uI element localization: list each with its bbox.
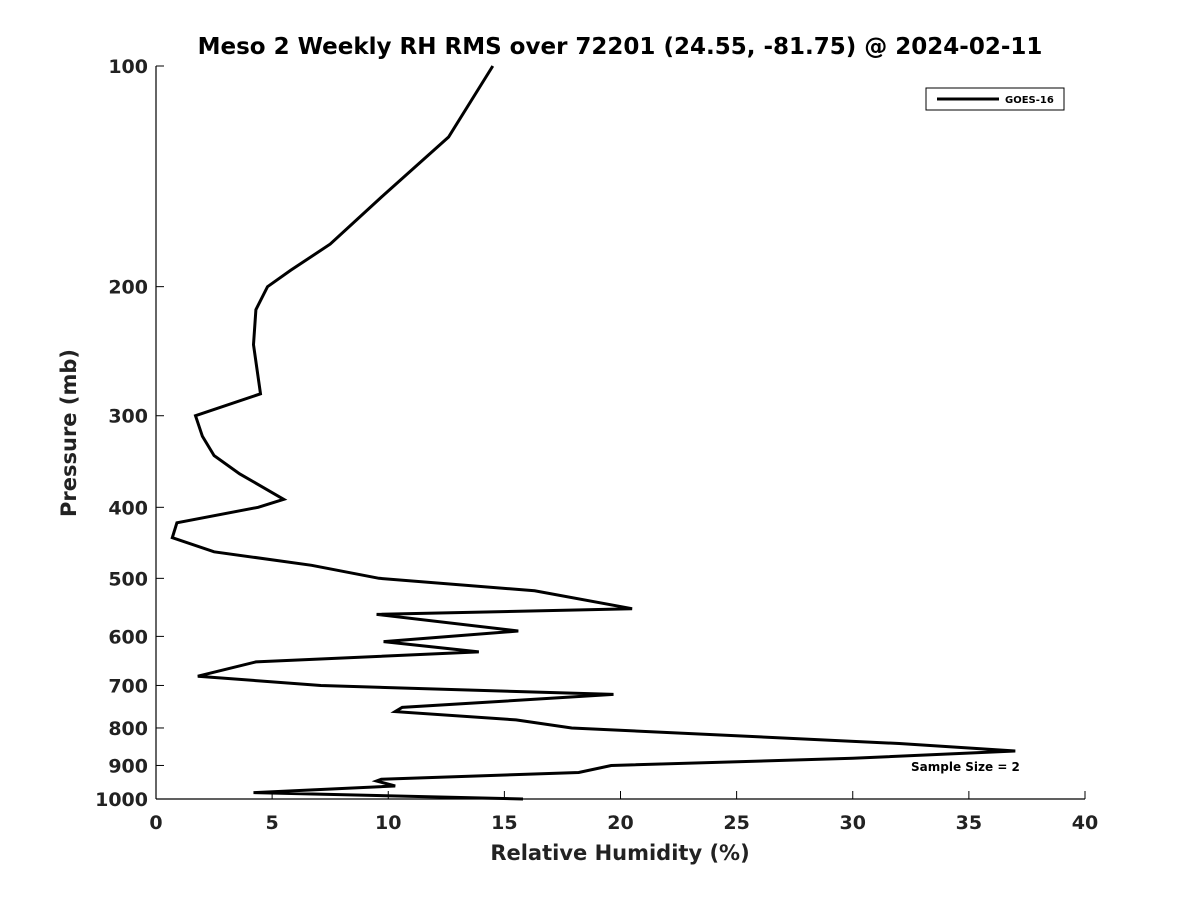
x-tick-label: 40 (1072, 812, 1098, 834)
y-axis-label: Pressure (mb) (57, 349, 81, 517)
y-tick-label: 400 (108, 497, 148, 519)
chart-title: Meso 2 Weekly RH RMS over 72201 (24.55, … (198, 34, 1043, 60)
y-tick-label: 700 (108, 675, 148, 697)
x-tick-label: 20 (607, 812, 633, 834)
x-tick-label: 5 (266, 812, 279, 834)
y-tick-label: 800 (108, 718, 148, 740)
sample-size-annotation: Sample Size = 2 (911, 760, 1020, 774)
x-tick-label: 15 (491, 812, 517, 834)
legend: GOES-16 (925, 87, 1065, 111)
y-tick-label: 900 (108, 755, 148, 777)
y-tick-label: 200 (108, 277, 148, 299)
x-tick-label: 35 (956, 812, 982, 834)
y-tick-label: 100 (108, 56, 148, 78)
x-tick-label: 10 (375, 812, 401, 834)
y-tick-label: 1000 (95, 789, 148, 811)
x-tick-label: 0 (149, 812, 162, 834)
y-tick-label: 300 (108, 406, 148, 428)
x-tick-label: 25 (723, 812, 749, 834)
series-line-goes-16 (170, 65, 1016, 801)
x-axis-label: Relative Humidity (%) (490, 841, 749, 865)
x-tick-label: 30 (840, 812, 866, 834)
y-tick-label: 600 (108, 626, 148, 648)
axes: 0 5 10 15 20 25 30 35 40 100 200 300 400 500 600 700 800… (95, 56, 1098, 834)
y-tick-label: 500 (108, 568, 148, 590)
series-layer (170, 65, 1016, 801)
legend-label: GOES-16 (1005, 95, 1054, 106)
